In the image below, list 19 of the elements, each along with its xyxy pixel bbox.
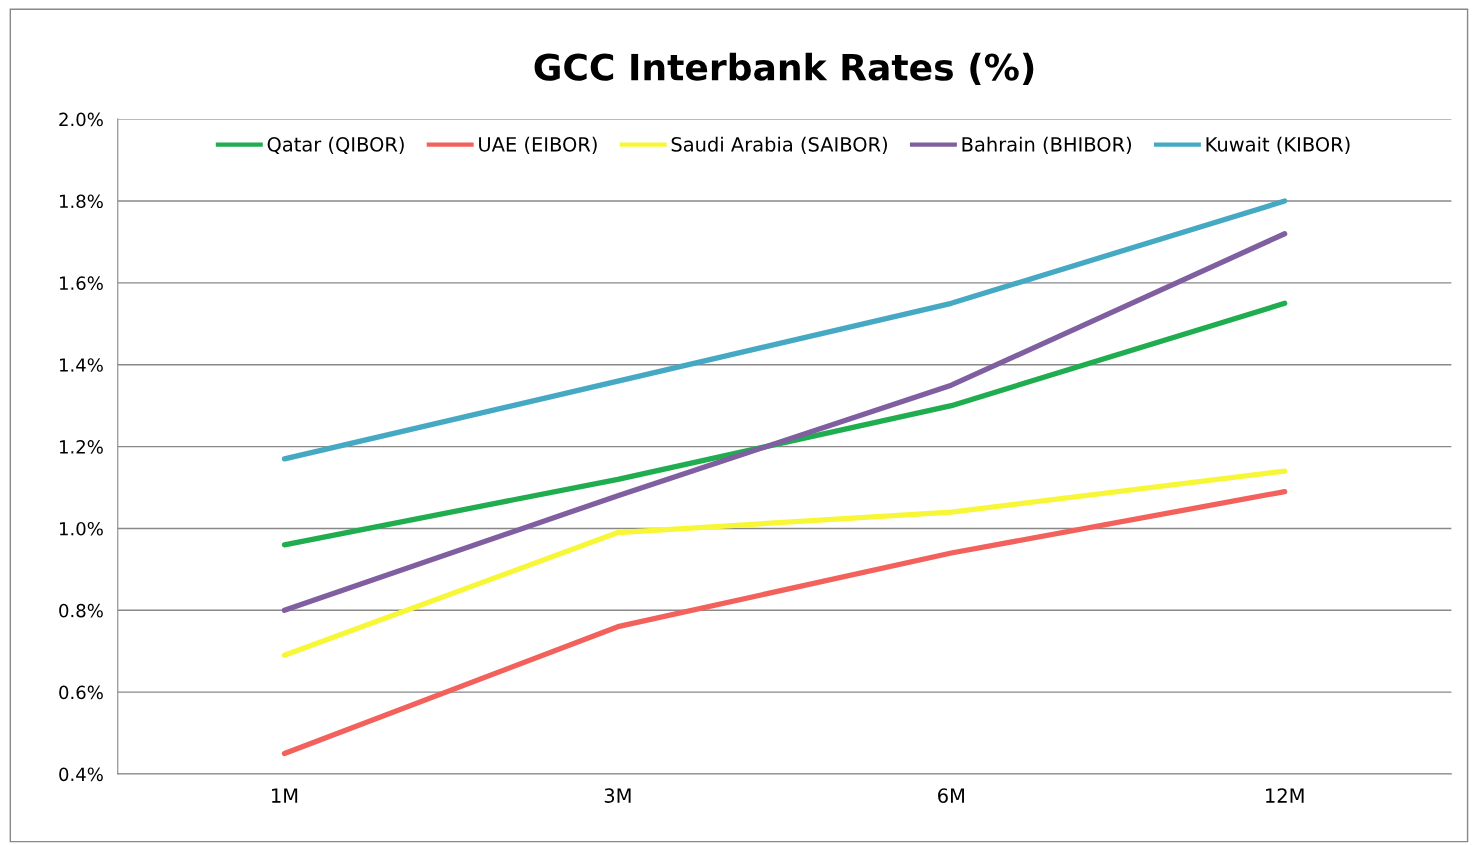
- x-tick-label: 6M: [938, 788, 964, 803]
- legend-label: UAE (EIBOR): [479, 136, 597, 154]
- legend-label: Bahrain (BHIBOR): [962, 136, 1132, 154]
- y-tick-label: 0.8%: [59, 603, 103, 618]
- y-tick-label: 0.6%: [59, 685, 103, 700]
- y-tick-label: 1.8%: [59, 194, 103, 209]
- y-tick-label: 1.0%: [59, 521, 103, 536]
- y-tick-label: 1.2%: [59, 440, 103, 454]
- legend-label: Kuwait (KIBOR): [1206, 136, 1350, 154]
- x-tick-label: 1M: [272, 788, 298, 803]
- chart-title: GCC Interbank Rates (%): [534, 52, 1034, 86]
- y-tick-label: 1.6%: [59, 276, 103, 290]
- y-tick-label: 2.0%: [59, 112, 103, 127]
- y-tick-label: 1.4%: [59, 358, 103, 372]
- x-tick-label: 12M: [1266, 788, 1304, 803]
- legend-label: Saudi Arabia (SAIBOR): [671, 136, 887, 154]
- y-tick-label: 0.4%: [59, 767, 103, 782]
- legend-label: Qatar (QIBOR): [267, 136, 404, 154]
- x-tick-label: 3M: [604, 788, 631, 803]
